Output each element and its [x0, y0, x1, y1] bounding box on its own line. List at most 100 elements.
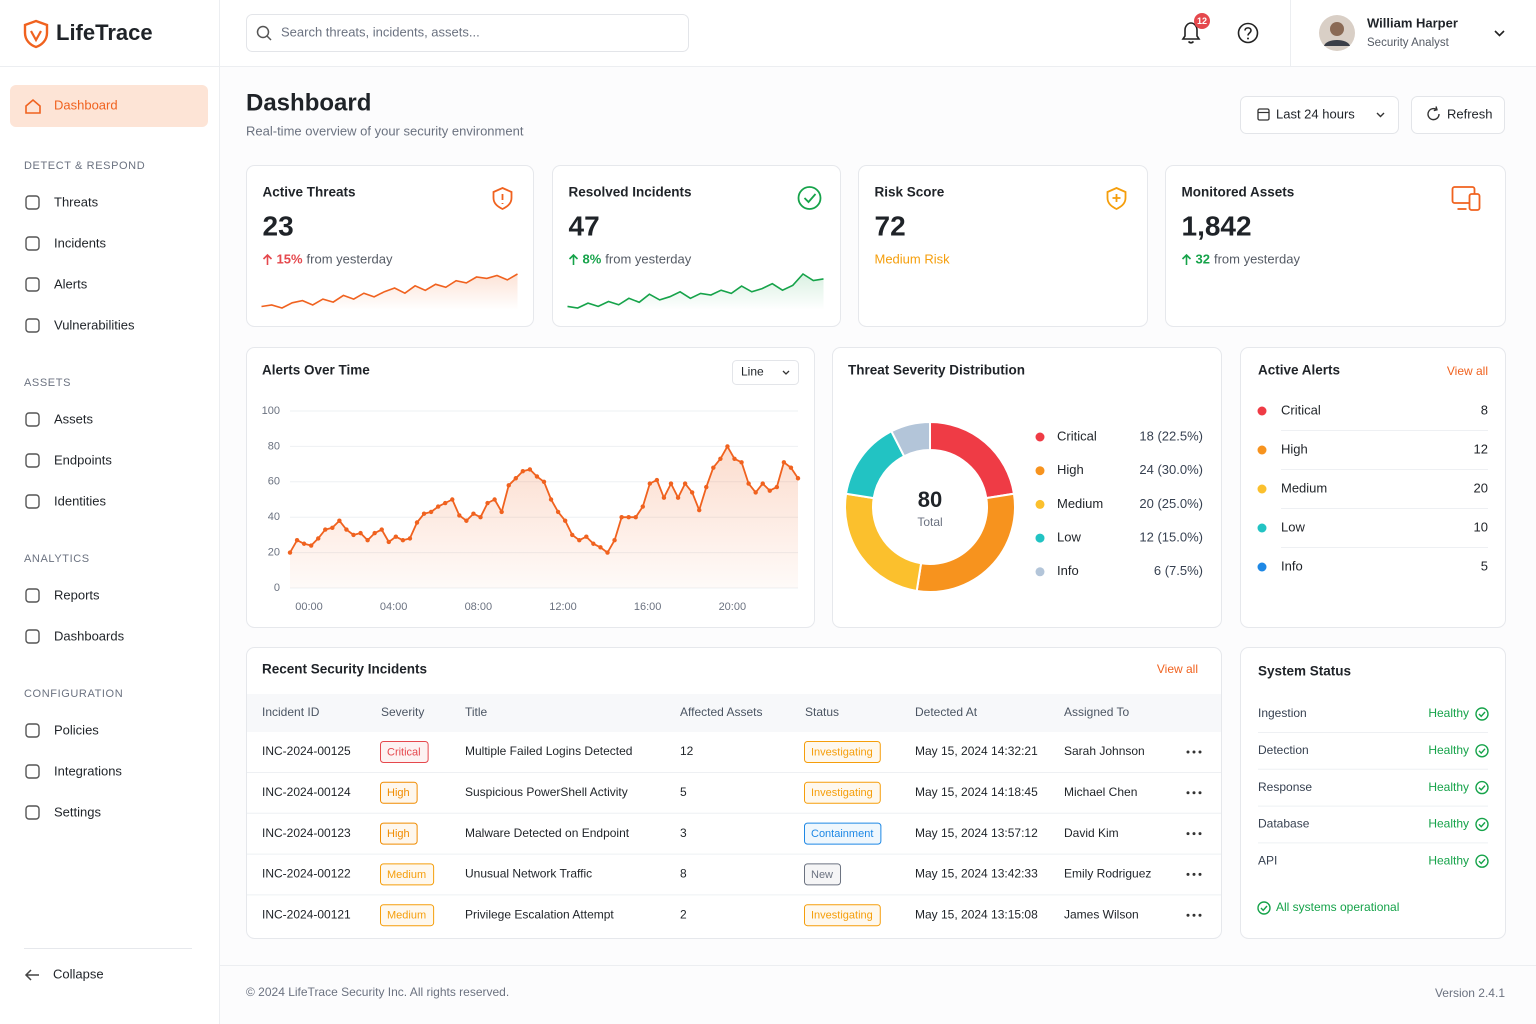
column-header: Detected At	[915, 705, 978, 719]
kpi-icon	[803, 193, 817, 204]
badge	[804, 904, 881, 927]
badge	[380, 863, 435, 886]
point	[471, 511, 476, 516]
service-status: Healthy	[1428, 817, 1469, 831]
row-action[interactable]	[1198, 750, 1202, 754]
incident-title: Unusual Network Traffic	[465, 867, 592, 881]
affected-assets: 5	[680, 785, 687, 799]
alert-dot	[1257, 562, 1267, 572]
nav-icon	[25, 453, 40, 468]
point	[534, 474, 540, 479]
view-all-link[interactable]: View all	[1447, 364, 1488, 378]
row-action[interactable]	[1186, 750, 1190, 754]
nav-item[interactable]: Policies	[54, 722, 99, 737]
nav-item[interactable]: Incidents	[54, 235, 107, 250]
help[interactable]	[1237, 22, 1259, 44]
point	[506, 483, 511, 488]
refresh-button[interactable]: Refresh	[1411, 96, 1505, 134]
point	[781, 460, 787, 465]
point	[407, 536, 413, 541]
row-action[interactable]	[1186, 832, 1190, 836]
nav-item[interactable]: Settings	[54, 804, 101, 819]
point	[732, 456, 737, 461]
service-name: API	[1258, 853, 1277, 867]
row-action[interactable]	[1198, 791, 1202, 795]
user-menu[interactable]: William Harper Security Analyst	[1319, 15, 1505, 51]
point	[555, 509, 561, 515]
service-name: Ingestion	[1258, 706, 1307, 720]
help-icon	[1237, 22, 1259, 44]
nav-item[interactable]: Assets	[54, 411, 94, 426]
point	[421, 511, 427, 516]
kpi-change: 8%	[583, 251, 602, 266]
x-tick-label: 08:00	[465, 601, 493, 613]
point	[464, 518, 469, 523]
row-action[interactable]	[1192, 791, 1196, 795]
alert-dot	[1257, 484, 1267, 494]
kpi-note: Medium Risk	[875, 251, 951, 266]
notifications[interactable]: 12	[1181, 13, 1210, 44]
collapse-icon	[24, 969, 39, 981]
row-action[interactable]	[1186, 791, 1190, 795]
point	[457, 513, 462, 518]
time-range-select[interactable]: Last 24 hours	[1240, 96, 1399, 134]
chart-view-select[interactable]: Line	[732, 360, 799, 385]
nav-item[interactable]: Identities	[54, 493, 107, 508]
point	[358, 530, 363, 536]
row-action[interactable]	[1192, 872, 1196, 876]
donut-total-label: Total	[917, 515, 942, 529]
nav-item[interactable]: Threats	[54, 194, 99, 209]
kpi-value: 47	[569, 210, 600, 241]
alert-name: Info	[1281, 558, 1303, 573]
row-action[interactable]	[1186, 913, 1190, 917]
page-title: Dashboard	[246, 89, 371, 116]
nav-item[interactable]: Endpoints	[54, 452, 112, 467]
nav-item[interactable]: Vulnerabilities	[54, 317, 135, 332]
legend-dot	[1035, 466, 1045, 476]
nav-active[interactable]: Dashboard	[54, 97, 118, 112]
point	[400, 538, 406, 543]
active-alerts-card	[1240, 347, 1506, 628]
refresh-icon	[1427, 106, 1440, 121]
badge	[804, 822, 882, 845]
row-action[interactable]	[1198, 913, 1202, 917]
kpi-note: from yesterday	[307, 251, 393, 266]
bell-icon	[1181, 22, 1201, 40]
y-tick-label: 80	[268, 440, 280, 452]
column-header: Incident ID	[262, 705, 320, 719]
point	[661, 495, 667, 500]
check-icon	[1257, 901, 1271, 915]
donut-card	[832, 347, 1222, 628]
badge	[804, 863, 842, 886]
row-action[interactable]	[1198, 832, 1202, 836]
nav-active-bg[interactable]	[10, 85, 208, 127]
row-action[interactable]	[1198, 872, 1202, 876]
view-all-link[interactable]: View all	[1157, 662, 1198, 676]
point	[577, 538, 582, 543]
row-action[interactable]	[1192, 832, 1196, 836]
nav-item[interactable]: Alerts	[54, 276, 88, 291]
row-action[interactable]	[1186, 872, 1190, 876]
nav-item[interactable]: Reports	[54, 587, 100, 602]
check-icon	[1260, 905, 1268, 912]
search-box[interactable]	[246, 14, 689, 52]
point	[365, 538, 370, 543]
legend-label: Low	[1057, 530, 1081, 545]
search-icon	[256, 25, 270, 39]
nav-item[interactable]: Dashboards	[54, 628, 125, 643]
point	[428, 509, 434, 515]
collapse[interactable]: Collapse	[53, 966, 104, 981]
badge-text: High	[387, 787, 410, 799]
row-action[interactable]	[1192, 750, 1196, 754]
point	[788, 465, 794, 470]
logo[interactable]: LifeTrace	[23, 19, 153, 49]
badge	[380, 781, 418, 804]
alert-dot	[1257, 523, 1267, 533]
row-action[interactable]	[1192, 913, 1196, 917]
point	[591, 541, 596, 546]
assigned-to: Michael Chen	[1064, 785, 1137, 799]
nav-item[interactable]: Integrations	[54, 763, 122, 778]
badge	[380, 904, 435, 927]
x-tick-label: 12:00	[549, 601, 577, 613]
